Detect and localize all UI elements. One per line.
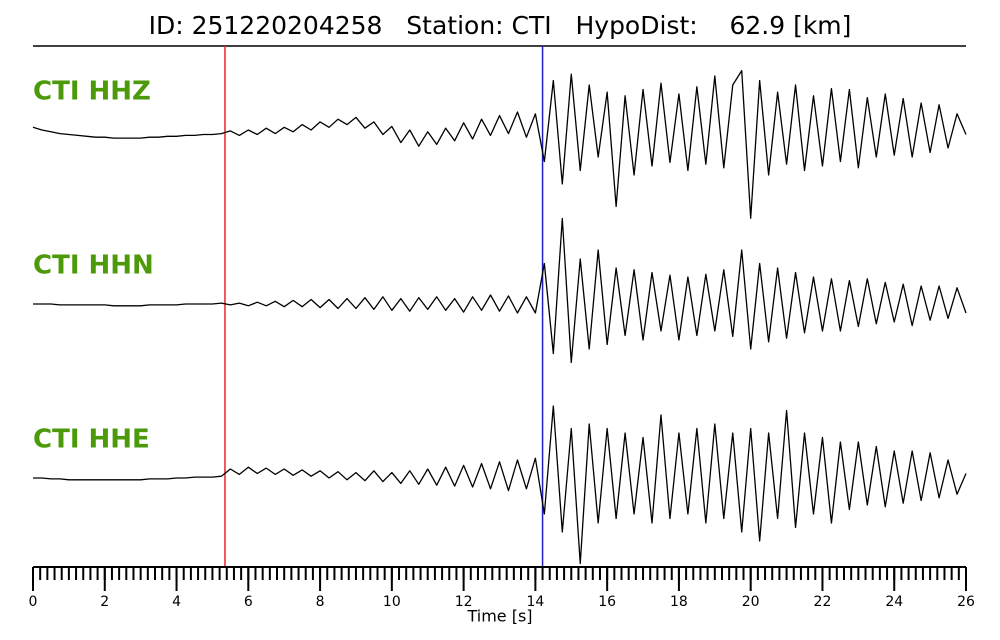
trace (32, 69, 967, 219)
x-tick-label: 0 (29, 594, 38, 610)
x-tick-label: 24 (885, 594, 903, 610)
x-tick-label: 26 (957, 594, 975, 610)
trace (33, 405, 967, 565)
chart-title: ID: 251220204258 Station: CTI HypoDist: … (149, 11, 852, 40)
x-tick-label: 10 (383, 594, 401, 610)
x-tick-label: 6 (244, 594, 253, 610)
x-tick-label: 8 (316, 594, 325, 610)
x-tick-label: 14 (526, 594, 544, 610)
x-tick-label: 2 (100, 594, 109, 610)
trace-label: CTI HHN (33, 251, 154, 281)
x-tick-label: 16 (598, 594, 616, 610)
x-tick-label: 20 (742, 594, 760, 610)
x-tick-label: 12 (455, 594, 473, 610)
x-tick-label: 4 (172, 594, 181, 610)
trace-label: CTI HHZ (33, 77, 151, 107)
x-tick-label: 22 (814, 594, 832, 610)
x-tick-label: 18 (670, 594, 688, 610)
x-axis-label: Time [s] (466, 607, 532, 626)
trace (33, 217, 967, 364)
trace-label: CTI HHE (33, 425, 150, 455)
